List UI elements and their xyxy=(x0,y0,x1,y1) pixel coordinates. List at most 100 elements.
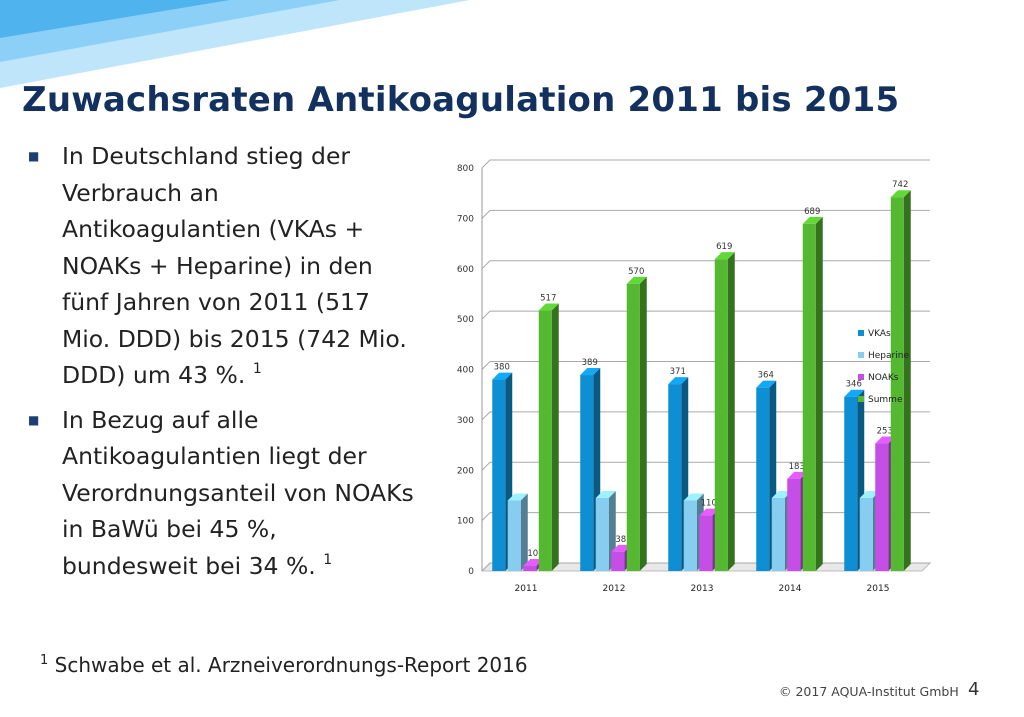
data-label: 253 xyxy=(877,427,893,437)
bar-front xyxy=(844,396,858,571)
y-tick-label: 700 xyxy=(457,214,474,224)
y-tick-label: 0 xyxy=(468,567,474,577)
bar-summe xyxy=(890,190,911,571)
footnote-text: Schwabe et al. Arzneiverordnungs-Report … xyxy=(48,653,528,677)
bar-front xyxy=(859,497,873,571)
page-number: 4 xyxy=(968,679,980,700)
data-label: 380 xyxy=(494,363,510,373)
y-tick-label: 600 xyxy=(457,265,474,275)
bar-summe xyxy=(626,276,647,571)
bar-top xyxy=(683,493,704,501)
bar-side xyxy=(815,216,823,571)
square-bullet-icon: ■ xyxy=(28,149,40,163)
legend-label: VKAs xyxy=(868,329,891,339)
bar-front xyxy=(492,379,506,571)
data-label: 619 xyxy=(716,242,732,252)
x-tick-label: 2013 xyxy=(691,584,714,594)
y-tick-label: 800 xyxy=(457,164,474,174)
y-tick-label: 100 xyxy=(457,517,474,527)
slide-title: Zuwachsraten Antikoagulation 2011 bis 20… xyxy=(22,80,900,120)
gridline xyxy=(481,260,930,270)
bar-side xyxy=(727,252,735,571)
bar-front xyxy=(626,283,640,571)
bar-top xyxy=(859,490,880,498)
bar-front xyxy=(787,478,801,571)
bar-front xyxy=(802,223,816,571)
bar-top xyxy=(580,368,601,376)
x-tick-label: 2012 xyxy=(603,584,626,594)
bar-front xyxy=(668,384,682,571)
square-bullet-icon: ■ xyxy=(28,412,40,427)
bar-front xyxy=(875,443,889,571)
bar-top xyxy=(507,493,528,501)
bullet-list: ■ In Deutschland stieg der Verbrauch an … xyxy=(28,138,418,592)
bar-top xyxy=(787,471,808,479)
bar-chart: 0 100 200 300 400 500 600 700 800 380 10 517 2011 389… xyxy=(457,159,932,594)
legend-swatch xyxy=(858,330,864,336)
bar-front xyxy=(611,551,625,571)
bar-summe xyxy=(802,216,823,571)
legend-label: NOAKs xyxy=(868,373,899,383)
data-label: 517 xyxy=(540,294,556,304)
bar-top xyxy=(668,377,689,385)
bullet-item: ■ In Deutschland stieg der Verbrauch an … xyxy=(28,138,418,394)
data-label: 389 xyxy=(582,358,598,368)
footnote-ref: 1 xyxy=(252,361,262,377)
gridline xyxy=(481,159,930,169)
gridline xyxy=(481,361,930,370)
bar-front xyxy=(523,565,537,571)
bar-front xyxy=(699,515,713,571)
bar-top xyxy=(714,252,735,260)
y-tick-label: 500 xyxy=(457,315,474,325)
bar-top xyxy=(802,216,823,224)
gridline xyxy=(481,461,930,471)
data-label: 742 xyxy=(892,180,908,190)
bar-front xyxy=(756,387,770,571)
x-tick-label: 2015 xyxy=(867,584,890,594)
footnote-ref: 1 xyxy=(323,551,333,568)
x-tick-label: 2011 xyxy=(515,584,538,594)
bar-top xyxy=(890,190,911,198)
bar-top xyxy=(626,276,647,284)
legend-swatch xyxy=(858,374,864,380)
bar-top xyxy=(844,389,865,397)
bullet-text: In Bezug auf alle Antikoagulantien liegt… xyxy=(62,405,414,580)
bar-top xyxy=(699,508,720,516)
data-label: 10 xyxy=(527,549,538,559)
bar-summe xyxy=(538,303,559,571)
bar-front xyxy=(683,500,697,571)
bar-side xyxy=(903,190,911,571)
bar-top xyxy=(538,303,559,311)
y-tick-label: 300 xyxy=(457,416,474,426)
legend-swatch xyxy=(858,396,864,402)
bullet-item: ■ In Bezug auf alle Antikoagulantien lie… xyxy=(28,402,418,585)
bar-top xyxy=(611,544,632,552)
bar-side xyxy=(639,276,647,571)
bar-front xyxy=(595,497,609,571)
legend-label: Heparine xyxy=(868,351,909,361)
data-label: 183 xyxy=(789,462,805,472)
data-label: 364 xyxy=(758,371,774,381)
x-tick-label: 2014 xyxy=(779,584,802,594)
bar-heparine xyxy=(595,490,616,571)
bar-side xyxy=(551,303,559,571)
bullet-text: In Deutschland stieg der Verbrauch an An… xyxy=(62,142,407,389)
bar-front xyxy=(890,197,904,571)
copyright-text: © 2017 AQUA-Institut GmbH xyxy=(779,684,959,699)
bar-side xyxy=(520,493,528,571)
bar-top xyxy=(756,380,777,388)
bar-top xyxy=(595,490,616,498)
bar-top xyxy=(523,558,544,566)
legend-swatch xyxy=(858,352,864,358)
bar-front xyxy=(580,375,594,571)
bar-top xyxy=(875,436,896,444)
bar-heparine xyxy=(507,493,528,571)
gridline xyxy=(481,411,930,421)
data-label: 689 xyxy=(804,207,820,217)
bar-summe xyxy=(714,252,735,571)
gridline xyxy=(481,209,930,219)
gridline xyxy=(481,310,930,320)
y-tick-label: 200 xyxy=(457,466,474,476)
bar-front xyxy=(507,500,521,571)
footnote-mark: 1 xyxy=(40,653,49,668)
